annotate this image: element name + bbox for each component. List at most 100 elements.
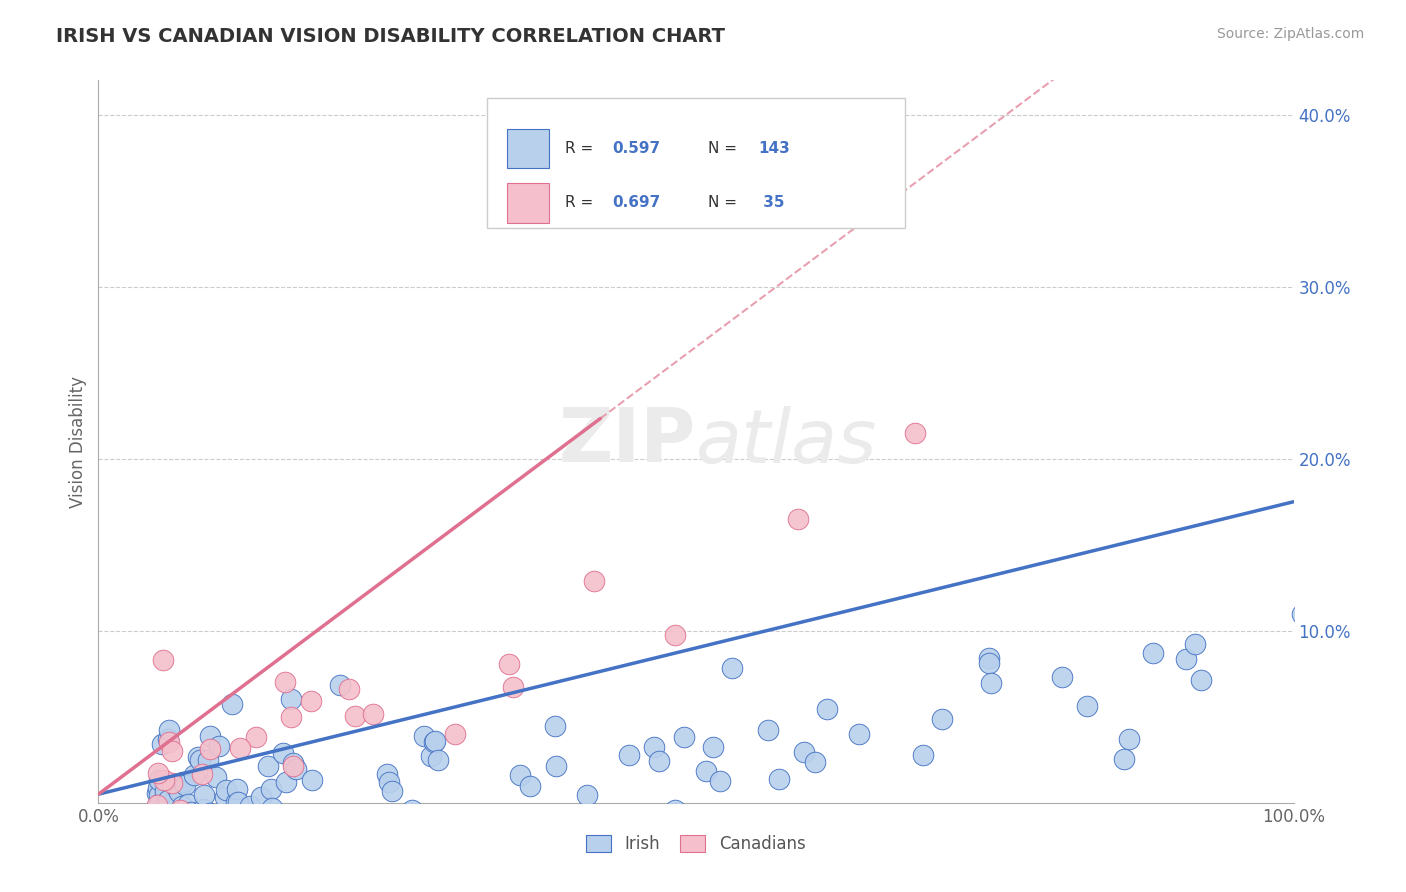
- Point: [107, 796, 129, 810]
- Point: [695, 705, 717, 719]
- Point: [90, 796, 112, 810]
- Point: [609, 639, 631, 653]
- Point: [201, 641, 224, 656]
- Point: [652, 632, 675, 646]
- Point: [398, 714, 420, 729]
- Point: [172, 736, 194, 750]
- Point: [120, 717, 142, 731]
- Point: [100, 796, 122, 810]
- Point: [120, 791, 142, 805]
- Point: [578, 681, 600, 696]
- Point: [488, 446, 510, 460]
- Point: [87, 768, 110, 782]
- Point: [118, 796, 141, 810]
- Point: [89, 771, 111, 785]
- Point: [117, 771, 139, 785]
- Point: [103, 756, 125, 770]
- Point: [222, 675, 245, 690]
- Point: [259, 725, 281, 739]
- Y-axis label: Vision Disability: Vision Disability: [69, 376, 87, 508]
- Point: [105, 796, 128, 810]
- Point: [401, 731, 423, 746]
- Point: [434, 714, 457, 729]
- Point: [710, 604, 733, 618]
- Point: [932, 624, 955, 639]
- Text: Source: ZipAtlas.com: Source: ZipAtlas.com: [1216, 27, 1364, 41]
- Point: [108, 790, 131, 805]
- Point: [96, 796, 118, 810]
- Point: [1240, 458, 1263, 472]
- Text: R =: R =: [565, 195, 598, 211]
- Point: [607, 616, 630, 631]
- Point: [356, 771, 378, 785]
- Point: [107, 796, 129, 810]
- Point: [212, 794, 235, 808]
- Point: [94, 694, 117, 708]
- Point: [231, 746, 253, 760]
- Point: [561, 344, 583, 359]
- Point: [87, 796, 110, 810]
- Point: [170, 796, 193, 810]
- Point: [108, 796, 131, 810]
- Point: [89, 796, 111, 810]
- Point: [430, 743, 453, 757]
- Point: [865, 592, 887, 607]
- Point: [360, 518, 382, 533]
- Point: [260, 708, 283, 723]
- Point: [1240, 541, 1263, 555]
- Point: [87, 796, 110, 810]
- Point: [207, 647, 229, 661]
- Point: [184, 753, 207, 767]
- Point: [411, 582, 433, 597]
- Point: [273, 698, 295, 713]
- Point: [1050, 558, 1073, 572]
- Point: [101, 767, 124, 781]
- Point: [105, 782, 128, 797]
- Point: [124, 749, 146, 764]
- Point: [565, 723, 588, 738]
- Point: [139, 715, 162, 730]
- Point: [114, 730, 136, 744]
- Point: [183, 660, 205, 674]
- Point: [94, 705, 117, 719]
- Point: [492, 721, 515, 735]
- Point: [309, 644, 332, 658]
- Point: [735, 593, 758, 607]
- Point: [120, 730, 142, 744]
- Point: [233, 766, 256, 780]
- Point: [129, 764, 152, 779]
- Point: [87, 796, 110, 810]
- Point: [145, 796, 167, 810]
- Point: [89, 796, 111, 810]
- Point: [87, 796, 110, 810]
- Point: [134, 796, 156, 810]
- Point: [253, 701, 276, 715]
- Point: [87, 796, 110, 810]
- Point: [90, 711, 112, 725]
- Point: [446, 621, 468, 635]
- Point: [136, 780, 159, 794]
- Point: [167, 638, 190, 652]
- Point: [1098, 480, 1121, 494]
- Point: [896, 535, 918, 549]
- Point: [475, 752, 498, 766]
- Point: [321, 760, 343, 774]
- FancyBboxPatch shape: [486, 98, 905, 228]
- Bar: [508, 183, 548, 222]
- Point: [307, 617, 329, 632]
- Point: [91, 796, 114, 810]
- Point: [97, 719, 120, 733]
- Point: [115, 788, 138, 802]
- Text: R =: R =: [565, 141, 598, 156]
- Text: N =: N =: [709, 195, 742, 211]
- Point: [107, 794, 129, 808]
- Text: 0.597: 0.597: [613, 141, 661, 156]
- Point: [156, 796, 179, 810]
- Point: [141, 796, 163, 810]
- Point: [125, 714, 148, 728]
- Point: [104, 759, 127, 773]
- Point: [1175, 518, 1198, 533]
- Point: [121, 702, 143, 716]
- Point: [91, 754, 114, 768]
- Point: [87, 796, 110, 810]
